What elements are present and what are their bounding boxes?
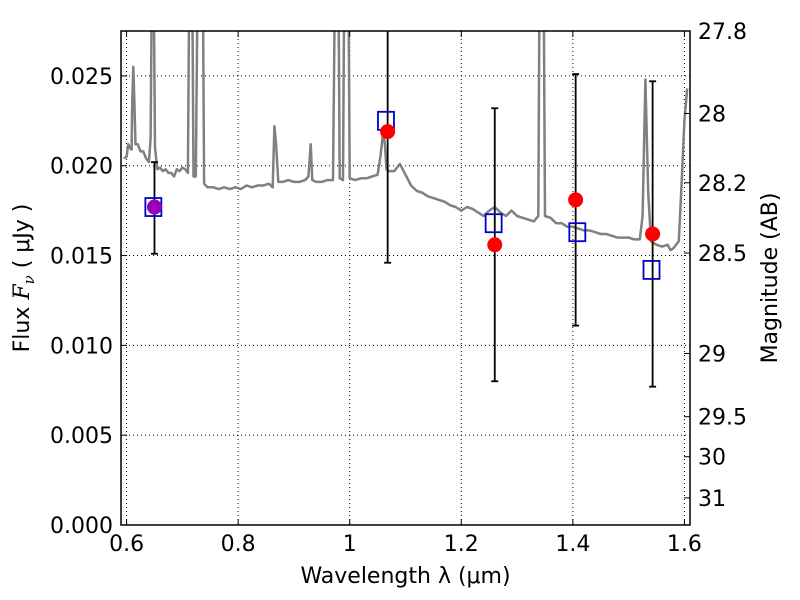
- observed-point: [487, 237, 503, 253]
- y2-tick-label: 29.5: [698, 406, 747, 431]
- grid-lines: [121, 31, 690, 526]
- y2-tick-label: 27.8: [698, 20, 747, 45]
- y-tick-label: 0.010: [50, 334, 113, 359]
- y2-tick-label: 28: [698, 102, 726, 127]
- x-tick-label: 0.8: [221, 532, 256, 557]
- y2-tick-label: 31: [698, 487, 726, 512]
- x-tick-label: 1.2: [444, 532, 479, 557]
- y2-tick-label: 28.2: [698, 172, 747, 197]
- y-axis-title: Flux Fν ( μJy ): [10, 204, 38, 353]
- y-tick-label: 0.025: [50, 65, 113, 90]
- y2-axis-title: Magnitude (AB): [758, 193, 783, 364]
- x-tick-label: 1: [343, 532, 357, 557]
- error-bars: [150, 31, 657, 388]
- observed-point: [568, 192, 584, 208]
- spectrum-line: [123, 31, 689, 252]
- x-tick-label: 1.6: [667, 532, 702, 557]
- axis-ticks: [121, 30, 690, 526]
- model-point: [484, 213, 503, 234]
- y-tick-label: 0.020: [50, 155, 113, 180]
- y-tick-labels: 0.000 0.005 0.010 0.015 0.020 0.025: [50, 65, 113, 539]
- x-axis-title: Wavelength λ (μm): [300, 564, 510, 589]
- plot-frame: [120, 30, 691, 526]
- x-tick-label: 1.4: [555, 532, 590, 557]
- y-tick-label: 0.015: [50, 245, 113, 270]
- model-point: [568, 222, 587, 243]
- y2-tick-labels: 27.8 28 28.2 28.5 29 29.5 30 31: [698, 20, 747, 512]
- observed-point: [380, 124, 396, 140]
- y2-tick-label: 29: [698, 342, 726, 367]
- y2-tick-label: 30: [698, 446, 726, 471]
- observed-point: [146, 199, 162, 215]
- x-tick-labels: 0.6 0.8 1 1.2 1.4 1.6: [109, 532, 702, 557]
- model-point: [642, 260, 661, 280]
- model-square-markers: [144, 110, 661, 280]
- x-tick-label: 0.6: [109, 532, 144, 557]
- observed-point: [645, 226, 661, 242]
- y-tick-label: 0.005: [50, 424, 113, 449]
- observed-circle-markers: [146, 124, 661, 253]
- y-tick-label: 0.000: [50, 514, 113, 539]
- model-spectrum: [123, 31, 689, 252]
- y2-tick-label: 28.5: [698, 242, 747, 267]
